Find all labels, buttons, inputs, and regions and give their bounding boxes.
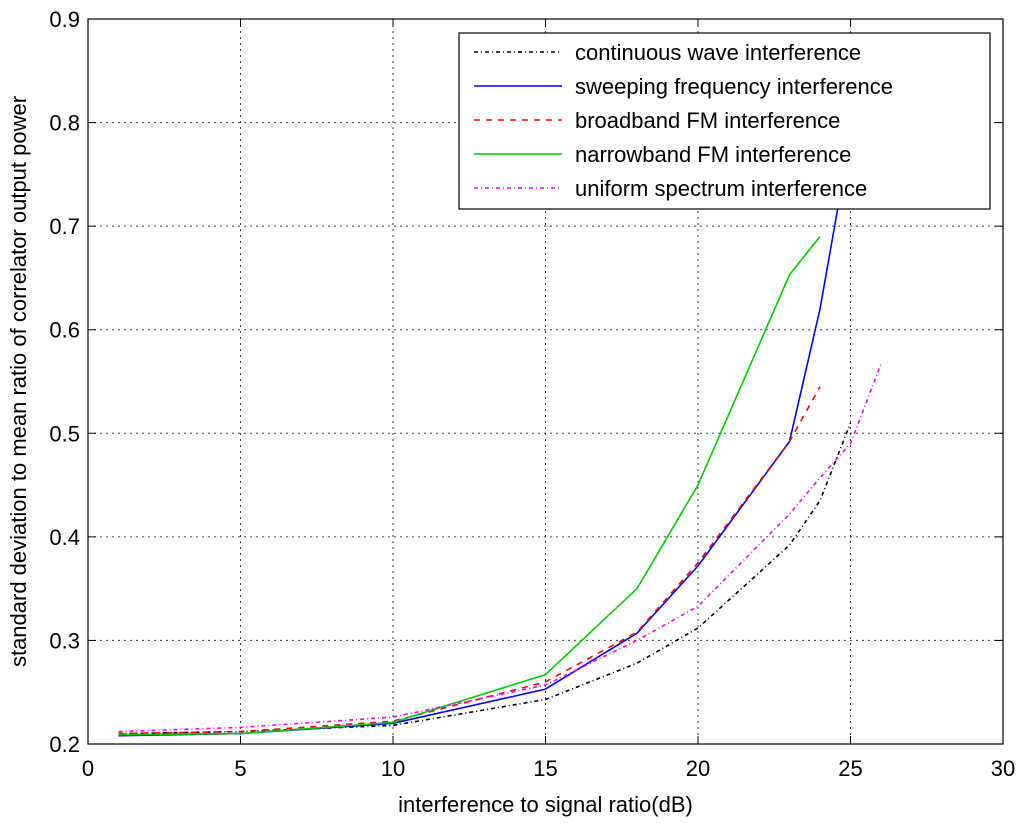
legend-label: sweeping frequency interference xyxy=(575,74,893,99)
x-tick-label: 20 xyxy=(686,756,710,781)
x-tick-label: 10 xyxy=(381,756,405,781)
series-line-4 xyxy=(118,236,821,736)
legend-label: narrowband FM interference xyxy=(575,142,851,167)
axis-ticks: 0 5 10 15 20 25 30 0.2 0.3 0.4 0.5 0.6 0.7 0.8 0.9 xyxy=(49,7,1015,781)
x-tick-label: 15 xyxy=(533,756,557,781)
legend-label: uniform spectrum interference xyxy=(575,176,867,201)
y-tick-label: 0.2 xyxy=(49,732,80,757)
x-tick-label: 30 xyxy=(991,756,1015,781)
y-tick-label: 0.9 xyxy=(49,7,80,32)
y-tick-label: 0.7 xyxy=(49,214,80,239)
series-lines xyxy=(118,205,882,737)
x-tick-label: 5 xyxy=(234,756,246,781)
y-tick-label: 0.8 xyxy=(49,111,80,136)
legend: continuous wave interference sweeping fre… xyxy=(458,32,991,210)
y-tick-label: 0.5 xyxy=(49,421,80,446)
y-tick-label: 0.4 xyxy=(49,525,80,550)
legend-label: broadband FM interference xyxy=(575,108,840,133)
series-line-3 xyxy=(118,386,821,735)
series-line-5 xyxy=(118,363,882,733)
legend-box xyxy=(458,32,991,210)
y-axis-label: standard deviation to mean ratio of corr… xyxy=(6,96,31,667)
x-tick-label: 25 xyxy=(838,756,862,781)
x-axis-label: interference to signal ratio(dB) xyxy=(398,792,693,817)
y-tick-label: 0.6 xyxy=(49,318,80,343)
y-tick-label: 0.3 xyxy=(49,628,80,653)
legend-label: continuous wave interference xyxy=(575,40,861,65)
x-tick-label: 0 xyxy=(82,756,94,781)
